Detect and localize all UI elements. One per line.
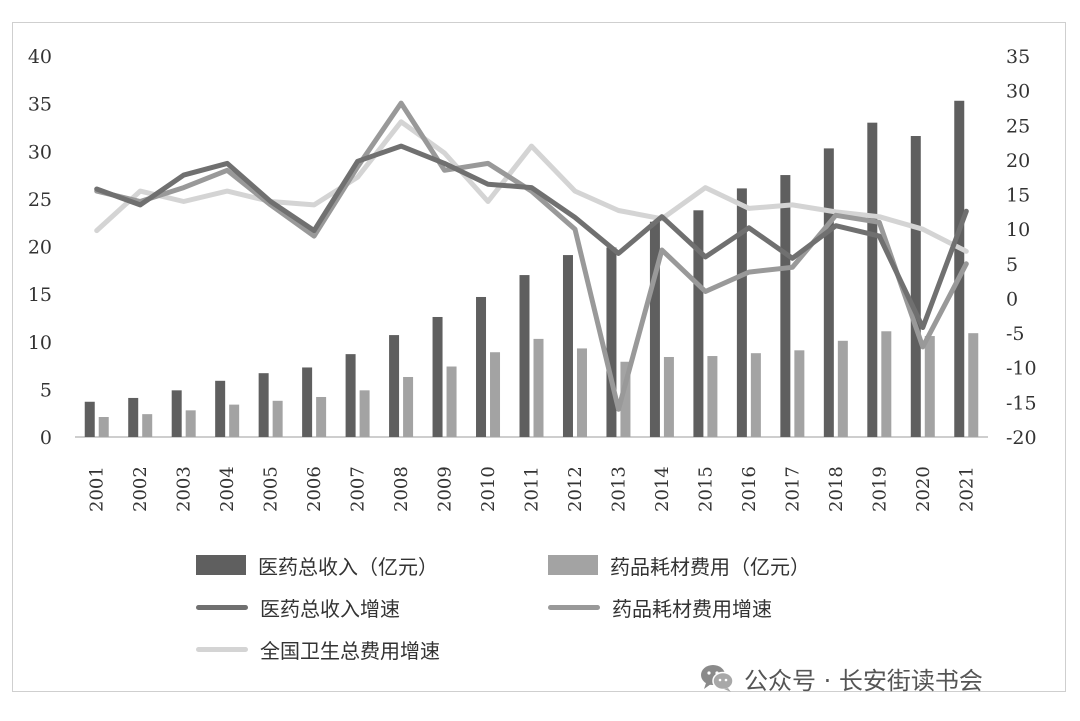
bar-drug-cost bbox=[403, 376, 414, 437]
x-axis-tick-label: 2015 bbox=[695, 466, 716, 512]
x-axis-tick-label: 2017 bbox=[782, 466, 803, 512]
x-axis-tick-label: 2003 bbox=[174, 466, 195, 512]
bar-drug-cost bbox=[272, 400, 283, 437]
bar-drug-cost bbox=[316, 396, 327, 437]
bar-revenue bbox=[693, 210, 704, 437]
x-axis-tick-label: 2001 bbox=[87, 466, 108, 512]
bar-drug-cost bbox=[490, 352, 501, 437]
bar-revenue bbox=[302, 367, 313, 437]
bar-revenue bbox=[258, 373, 269, 437]
bar-revenue bbox=[345, 354, 356, 437]
x-axis-tick-label: 2020 bbox=[913, 466, 934, 512]
chart-lines bbox=[94, 100, 969, 412]
bar-drug-cost bbox=[98, 416, 109, 437]
bar-revenue bbox=[519, 275, 530, 437]
line-revenue-growth bbox=[94, 143, 969, 330]
left-axis-tick-label: 10 bbox=[28, 332, 52, 354]
x-axis-tick-label: 2005 bbox=[261, 466, 282, 512]
x-axis-tick-label: 2007 bbox=[348, 466, 369, 512]
bar-drug-cost bbox=[663, 356, 674, 437]
bar-revenue bbox=[215, 380, 226, 437]
right-axis-tick-label: -10 bbox=[1006, 358, 1037, 380]
bar-drug-cost bbox=[576, 348, 587, 437]
watermark-text: 公众号 · 长安街读书会 bbox=[744, 666, 983, 695]
bar-drug-cost bbox=[707, 356, 718, 437]
bar-revenue bbox=[736, 188, 747, 437]
bar-drug-cost bbox=[229, 404, 240, 437]
bar-revenue bbox=[171, 390, 182, 437]
bar-revenue bbox=[432, 316, 443, 437]
bar-drug-cost bbox=[533, 338, 544, 437]
bar-revenue bbox=[649, 221, 660, 437]
left-axis-tick-label: 0 bbox=[40, 427, 52, 449]
bar-drug-cost bbox=[794, 350, 805, 437]
x-axis-tick-label: 2009 bbox=[435, 466, 456, 512]
right-axis-tick-label: 35 bbox=[1006, 46, 1030, 68]
bar-drug-cost bbox=[881, 331, 892, 437]
x-axis-tick-label: 2011 bbox=[522, 466, 543, 512]
chart-labels: 0 5 10 15 20 25 30 35 40 -20 -15 -10 -5 0 5 10 15 20 25 30 3… bbox=[28, 46, 1037, 512]
left-axis-tick-label: 30 bbox=[28, 141, 52, 163]
line-health-expenditure-growth bbox=[94, 119, 969, 254]
x-axis-tick-label: 2010 bbox=[478, 466, 499, 512]
x-axis-tick-label: 2008 bbox=[391, 466, 412, 512]
left-axis-tick-label: 15 bbox=[28, 284, 52, 306]
right-axis-tick-label: 30 bbox=[1006, 81, 1030, 103]
bar-revenue bbox=[84, 401, 95, 437]
right-axis-tick-label: 5 bbox=[1006, 254, 1018, 276]
bar-revenue bbox=[823, 148, 834, 437]
right-axis-tick-label: 10 bbox=[1006, 219, 1030, 241]
left-axis-tick-label: 25 bbox=[28, 189, 52, 211]
chart-bars bbox=[84, 100, 979, 438]
wechat-icon bbox=[701, 665, 734, 692]
bar-drug-cost bbox=[837, 340, 848, 437]
bar-drug-cost bbox=[185, 410, 196, 437]
bar-revenue bbox=[476, 296, 487, 437]
bar-drug-cost bbox=[968, 333, 979, 437]
line-drug-cost-growth bbox=[94, 100, 969, 412]
x-axis-tick-label: 2006 bbox=[304, 466, 325, 512]
watermark: 公众号 · 长安街读书会 bbox=[700, 660, 983, 696]
x-axis-tick-label: 2012 bbox=[565, 466, 586, 512]
x-axis-tick-label: 2021 bbox=[956, 466, 977, 512]
bar-revenue bbox=[910, 136, 921, 437]
x-axis-tick-label: 2013 bbox=[608, 466, 629, 512]
chart-frame bbox=[12, 22, 1066, 692]
bar-revenue bbox=[780, 175, 791, 437]
bar-drug-cost bbox=[620, 361, 631, 437]
left-axis-tick-label: 35 bbox=[28, 94, 52, 116]
bar-drug-cost bbox=[446, 366, 457, 437]
left-axis-tick-label: 40 bbox=[28, 46, 52, 68]
right-axis-tick-label: 0 bbox=[1006, 288, 1018, 310]
x-axis-tick-label: 2002 bbox=[130, 466, 151, 512]
bar-revenue bbox=[128, 397, 139, 437]
right-axis-tick-label: -15 bbox=[1006, 392, 1037, 414]
bar-revenue bbox=[562, 255, 573, 437]
right-axis-tick-label: -5 bbox=[1006, 323, 1025, 345]
left-axis-tick-label: 5 bbox=[40, 379, 52, 401]
bar-revenue bbox=[867, 122, 878, 438]
bar-drug-cost bbox=[750, 353, 761, 437]
bar-revenue bbox=[606, 247, 617, 437]
right-axis-tick-label: 25 bbox=[1006, 115, 1030, 137]
x-axis-tick-label: 2004 bbox=[217, 466, 238, 512]
bar-drug-cost bbox=[359, 390, 370, 437]
x-axis-tick-label: 2014 bbox=[652, 466, 673, 512]
right-axis-tick-label: 15 bbox=[1006, 185, 1030, 207]
bar-drug-cost bbox=[142, 414, 153, 437]
x-axis-tick-label: 2019 bbox=[869, 466, 890, 512]
x-axis-tick-label: 2018 bbox=[826, 466, 847, 512]
x-axis-tick-label: 2016 bbox=[739, 466, 760, 512]
right-axis-tick-label: -20 bbox=[1006, 427, 1037, 449]
bar-drug-cost bbox=[924, 336, 935, 437]
right-axis-tick-label: 20 bbox=[1006, 150, 1030, 172]
bar-revenue bbox=[389, 335, 400, 437]
left-axis-tick-label: 20 bbox=[28, 237, 52, 259]
bar-revenue bbox=[954, 100, 965, 437]
